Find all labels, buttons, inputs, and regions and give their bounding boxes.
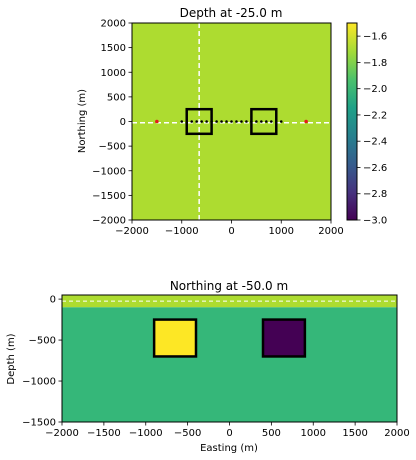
section-view-panel: Northing at -50.0 m −2000 −1500 −1000 −500 0… [6, 279, 410, 454]
plan-point [195, 120, 198, 123]
plan-point [200, 120, 203, 123]
plan-point [205, 120, 208, 123]
plan-point [279, 120, 283, 123]
plan-point [245, 120, 248, 123]
section-xtick-label: 500 [262, 428, 281, 439]
plan-view-panel: Depth at -25.0 m −2000 −1000 0 1000 2000 −20… [77, 6, 344, 237]
plan-point [250, 120, 253, 123]
plan-ytick-label: 2000 [101, 19, 126, 30]
colorbar-tick-label: −2.0 [363, 84, 387, 95]
plan-ytick-label: 500 [107, 92, 126, 103]
section-xtick-label: 1000 [301, 428, 326, 439]
plan-point [225, 120, 228, 123]
plan-point [260, 120, 263, 123]
colorbar-tick-label: −1.8 [363, 58, 387, 69]
plan-ytick-label: −1500 [92, 191, 126, 202]
colorbar-tick-label: −1.6 [363, 32, 387, 43]
section-view-xlabel: Easting (m) [200, 443, 258, 454]
section-ytick-label: −1500 [22, 418, 56, 429]
section-layer-1 [62, 295, 397, 308]
plan-point [210, 120, 213, 123]
section-xtick-label: 2000 [384, 428, 409, 439]
plan-point [255, 120, 258, 123]
plan-ytick-label: 0 [120, 117, 126, 128]
plan-point [235, 120, 238, 123]
plan-ytick-label: 1000 [101, 68, 126, 79]
section-xtick-label: −1000 [129, 428, 163, 439]
plan-ytick-label: −1000 [92, 166, 126, 177]
plan-point [265, 120, 268, 123]
colorbar-tick-label: −3.0 [363, 216, 387, 227]
plan-xtick-label: 2000 [318, 226, 343, 237]
plan-xtick-label: −1000 [165, 226, 199, 237]
plan-red-point-2 [304, 119, 308, 124]
plan-ytick-label: −500 [99, 142, 126, 153]
plan-view-title: Depth at -25.0 m [180, 6, 283, 20]
plan-point [240, 120, 243, 123]
plan-red-point-1 [155, 119, 159, 124]
section-xtick-label: −500 [174, 428, 201, 439]
colorbar-tick-label: −2.4 [363, 137, 387, 148]
plan-point [274, 120, 278, 123]
plan-xtick-label: −2000 [115, 226, 149, 237]
plan-point [270, 120, 273, 123]
section-ytick-label: −500 [29, 336, 56, 347]
plan-ytick-label: 1500 [101, 43, 126, 54]
section-xtick-label: −2000 [45, 428, 79, 439]
section-xtick-label: −1500 [87, 428, 121, 439]
section-block-2 [261, 318, 307, 358]
plan-ytick-label: −2000 [92, 216, 126, 227]
plan-point [215, 120, 218, 123]
plan-point [190, 120, 193, 123]
colorbar-tick-label: −2.2 [363, 110, 387, 121]
plan-point [230, 120, 233, 123]
colorbar-gradient [346, 22, 358, 221]
plan-xtick-label: 0 [228, 226, 234, 237]
plan-xtick-label: 1000 [269, 226, 294, 237]
section-xtick-label: 0 [226, 428, 232, 439]
colorbar-tick-label: −2.8 [363, 189, 387, 200]
section-layer-2 [62, 307, 397, 422]
colorbar: −3.0 −2.8 −2.6 −2.4 −2.2 −2.0 −1.8 −1.6 [346, 22, 387, 227]
section-ytick-label: −1000 [22, 377, 56, 388]
section-block-1 [152, 318, 198, 358]
plan-point [220, 120, 223, 123]
plan-point [185, 120, 189, 123]
section-xtick-label: 1500 [342, 428, 367, 439]
plan-view-ylabel: Northing (m) [77, 89, 88, 153]
colorbar-tick-label: −2.6 [363, 163, 387, 174]
section-view-ylabel: Depth (m) [6, 333, 17, 384]
section-ytick-label: 0 [50, 295, 56, 306]
section-view-title: Northing at -50.0 m [170, 279, 288, 293]
plan-point [180, 120, 184, 123]
